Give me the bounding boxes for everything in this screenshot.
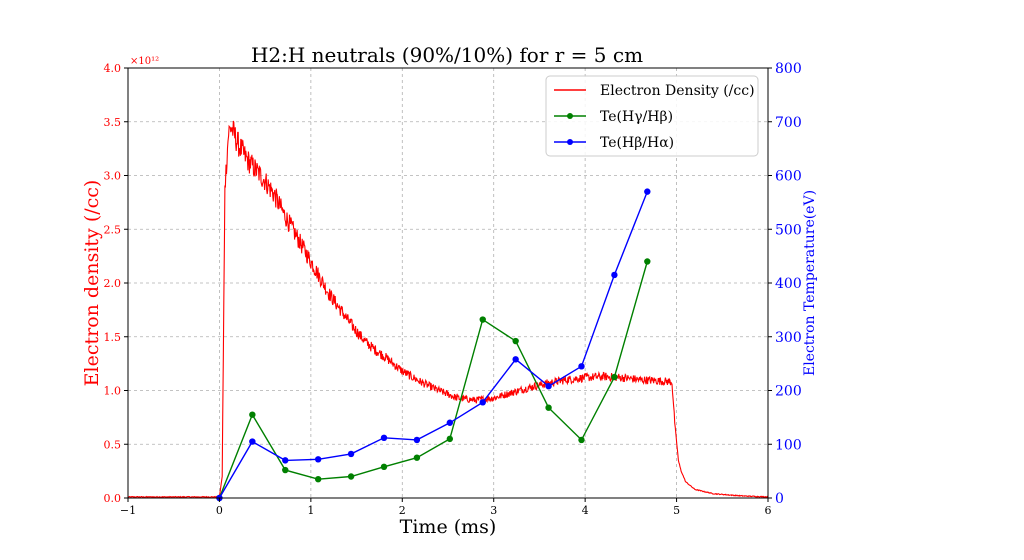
y-right-tick-label: 400 xyxy=(775,276,802,292)
y-left-tick-label: 1.0 xyxy=(104,385,122,398)
y-left-offset-text: ×10¹² xyxy=(130,56,159,67)
legend-box xyxy=(545,75,759,157)
y-left-axis-ticks: 0.0 0.5 1.0 1.5 2.0 2.5 3.0 3.5 4.0 xyxy=(104,62,128,505)
legend-marker-te-ba xyxy=(567,139,573,145)
series-2-point xyxy=(479,399,486,406)
legend-label-density: Electron Density (/cc) xyxy=(600,83,755,99)
y-left-tick-label: 4.0 xyxy=(104,62,122,75)
x-axis-label: Time (ms) xyxy=(400,516,497,538)
grid-lines xyxy=(128,68,768,498)
y-right-tick-label: 300 xyxy=(775,330,802,346)
series-2-point xyxy=(413,436,421,444)
x-tick-label: 3 xyxy=(490,504,497,517)
y-left-axis-label: Electron density (/cc) xyxy=(81,180,103,387)
series-2-point xyxy=(578,363,585,370)
series-2-point xyxy=(545,383,552,390)
legend: Electron Density (/cc) Te(Hγ/Hβ) Te(Hβ/H… xyxy=(545,75,759,157)
y-left-tick-label: 3.5 xyxy=(104,116,122,129)
series-1-point xyxy=(249,411,256,418)
x-tick-label: 1 xyxy=(307,504,314,517)
y-right-axis-label: Electron Temperature(eV) xyxy=(802,190,818,376)
series-1-point xyxy=(413,454,421,461)
y-left-tick-label: 0.5 xyxy=(104,438,122,451)
y-right-tick-label: 600 xyxy=(775,169,802,185)
legend-marker-te-gb xyxy=(567,113,573,119)
y-left-tick-label: 3.0 xyxy=(104,170,122,183)
series-layer xyxy=(127,120,769,502)
x-axis-ticks: −1 0 1 2 3 4 5 6 xyxy=(120,498,772,517)
series-1-point xyxy=(512,337,519,345)
series-line-1 xyxy=(218,261,648,499)
x-tick-label: −1 xyxy=(120,504,136,517)
y-right-tick-label: 800 xyxy=(775,61,802,77)
series-1-point xyxy=(282,466,289,474)
x-tick-label: 6 xyxy=(765,504,772,517)
series-2-point xyxy=(282,457,289,464)
x-tick-label: 2 xyxy=(399,504,406,517)
x-tick-label: 5 xyxy=(673,504,680,517)
y-right-tick-label: 0 xyxy=(775,491,784,507)
series-1-point xyxy=(644,258,651,265)
series-line-0 xyxy=(127,120,769,499)
y-right-tick-label: 100 xyxy=(775,437,802,453)
y-left-tick-label: 1.5 xyxy=(104,331,122,344)
series-line-2 xyxy=(218,191,648,499)
y-right-tick-label: 200 xyxy=(775,384,802,400)
series-2-point xyxy=(347,450,355,458)
series-2-point xyxy=(314,456,322,463)
series-1-point xyxy=(578,436,585,444)
y-left-tick-label: 2.0 xyxy=(104,277,122,290)
series-2-point xyxy=(644,188,651,195)
y-right-tick-label: 700 xyxy=(775,115,802,131)
series-1-point xyxy=(611,373,618,381)
series-2-point xyxy=(611,271,618,279)
y-right-axis-ticks: 0 100 200 300 400 500 600 700 800 xyxy=(768,61,802,507)
x-tick-label: 0 xyxy=(216,504,223,517)
legend-label-te-gb: Te(Hγ/Hβ) xyxy=(600,109,673,125)
series-2-point xyxy=(512,356,519,363)
series-1-point xyxy=(347,473,355,480)
series-2-point xyxy=(249,438,256,445)
series-1-point xyxy=(479,316,486,323)
series-2-point xyxy=(380,434,388,441)
x-tick-label: 4 xyxy=(582,504,589,517)
series-1-point xyxy=(314,475,322,483)
series-2-point xyxy=(446,419,454,426)
y-left-tick-label: 0.0 xyxy=(104,492,122,505)
y-right-tick-label: 500 xyxy=(775,222,802,238)
chart-title: H2:H neutrals (90%/10%) for r = 5 cm xyxy=(251,43,643,67)
series-1-point xyxy=(446,435,454,443)
y-left-tick-label: 2.5 xyxy=(104,223,122,236)
series-1-point xyxy=(380,463,388,471)
legend-label-te-ba: Te(Hβ/Hα) xyxy=(600,135,674,151)
series-1-point xyxy=(545,404,552,411)
